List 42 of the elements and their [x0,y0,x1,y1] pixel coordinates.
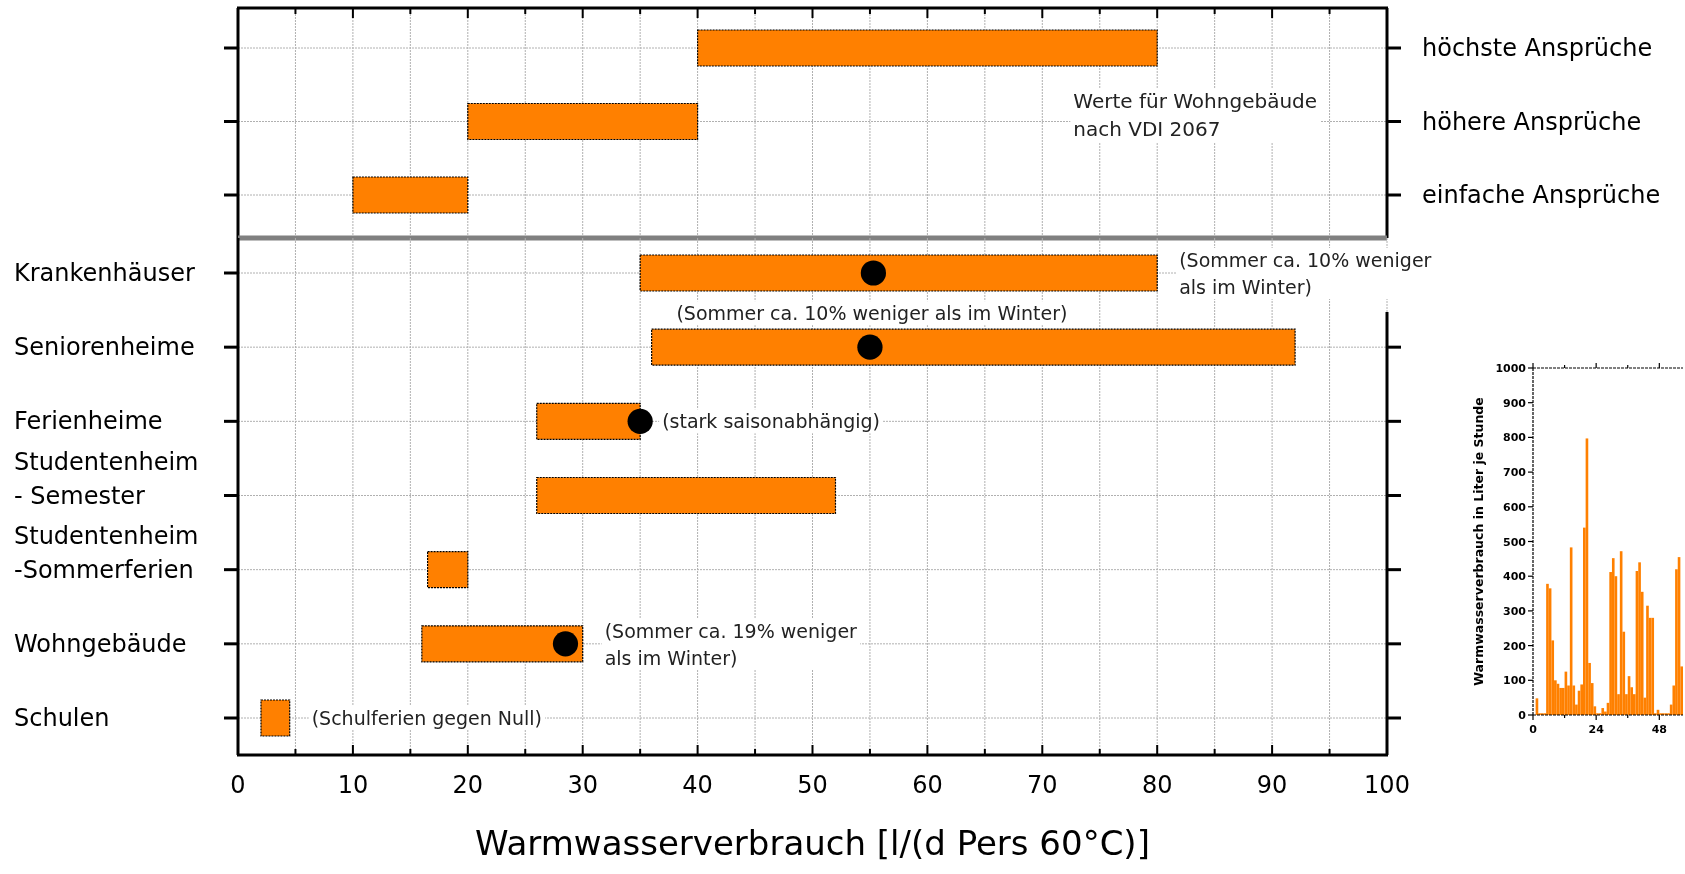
x-tick-label: 24 [1588,723,1605,736]
annotation: Werte für Wohngebäude nach VDI 2067 [1073,89,1318,141]
x-tick-label: 70 [1027,771,1058,799]
annotation: (Schulferien gegen Null) [311,707,543,729]
y-tick-label: Seniorenheime [14,333,195,362]
y-tick-label: Krankenhäuser [14,259,195,287]
y-tick-label: 400 [1503,570,1527,584]
x-tick-label: 30 [567,771,598,799]
x-tick-label: 100 [1364,771,1410,799]
x-tick-label: 60 [912,771,943,799]
x-tick-label: 20 [452,771,484,799]
y-tick-label: Ferienheime [14,407,163,436]
y-tick-label: Schulen [14,704,110,732]
y-tick-label: höhere Ansprüche [1422,107,1642,136]
y-tick-label: 700 [1503,466,1527,480]
y-tick-label: Studentenheim -Sommerferien [14,521,199,584]
y-tick-label: 900 [1503,396,1527,410]
annotation: (Sommer ca. 19% weniger als im Winter) [604,619,858,669]
y-tick-label: 0 [1518,709,1527,722]
x-axis-title: Warmwasserverbrauch [l/(d Pers 60°C)] [475,823,1150,863]
y-tick-label: Wohngebäude [14,629,187,658]
y-tick-label: 100 [1503,674,1527,688]
y-tick-label: 300 [1503,604,1527,618]
y-axis-title: Warmwasserverbrauch in Liter je Stunde [1471,397,1486,686]
x-tick-label: 50 [797,771,828,799]
x-tick-label: 0 [230,771,246,799]
y-tick-label: 200 [1503,639,1527,653]
annotation: (stark saisonabhängig) [662,410,881,433]
y-tick-label: 1000 [1495,362,1527,375]
annotation: (Sommer ca. 10% weniger als im Winter) [676,302,1068,325]
x-tick-label: 10 [337,771,369,799]
x-tick-label: 40 [682,771,713,799]
y-tick-label: 500 [1503,535,1527,549]
y-tick-label: einfache Ansprüche [1422,181,1661,209]
x-tick-label: 80 [1141,771,1173,799]
y-tick-label: 800 [1503,431,1527,445]
x-tick-label: 90 [1256,771,1288,799]
annotation: (Sommer ca. 10% weniger als im Winter) [1179,249,1432,298]
y-tick-label: Studentenheim - Semester [14,447,199,510]
x-tick-label: 48 [1651,723,1667,736]
y-tick-label: höchste Ansprüche [1422,34,1653,62]
y-tick-label: 600 [1503,500,1527,514]
